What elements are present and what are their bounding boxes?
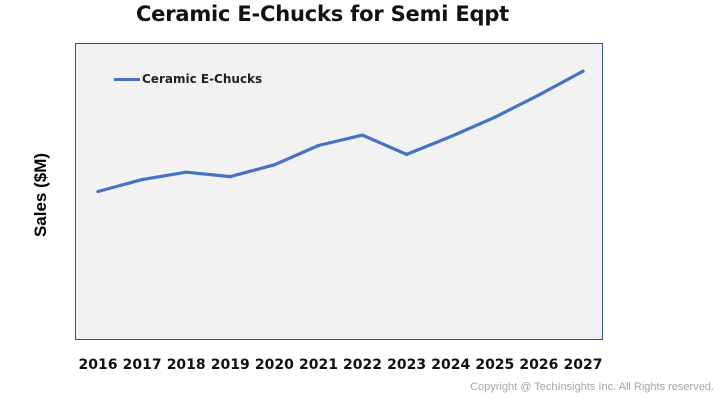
data-point-2027 xyxy=(581,69,585,73)
data-point-2024 xyxy=(449,134,453,139)
x-tick-label: 2025 xyxy=(475,357,514,373)
x-tick-label: 2024 xyxy=(431,357,470,373)
data-point-2017 xyxy=(140,178,144,182)
legend-swatch-ceramic-e-chucks xyxy=(114,77,140,81)
legend: Ceramic E-Chucks xyxy=(114,72,262,86)
x-tick-label: 2026 xyxy=(519,357,558,373)
series-line-0 xyxy=(96,69,585,194)
x-tick-label: 2020 xyxy=(255,357,294,373)
data-point-2022 xyxy=(360,133,365,137)
x-tick-label: 2016 xyxy=(79,357,118,373)
chart-title: Ceramic E-Chucks for Semi Eqpt xyxy=(135,2,510,26)
data-point-2026 xyxy=(537,93,541,97)
legend-label-ceramic-e-chucks: Ceramic E-Chucks xyxy=(142,72,263,86)
data-point-2021 xyxy=(316,143,321,148)
series-layer xyxy=(96,69,585,194)
x-tick-label: 2018 xyxy=(167,357,206,373)
data-point-2025 xyxy=(493,115,497,119)
x-tick-label: 2019 xyxy=(211,357,250,373)
x-tick-label: 2022 xyxy=(343,357,382,373)
data-point-2019 xyxy=(228,175,232,179)
data-point-2016 xyxy=(96,189,100,194)
x-tick-label: 2027 xyxy=(564,357,603,373)
x-tick-label: 2021 xyxy=(299,357,338,373)
x-tick-label: 2023 xyxy=(387,357,426,373)
plot-area xyxy=(75,43,603,340)
x-tick-labels: 2016 2017 2018 2019 2020 2021 2022 2023 2024 2025… xyxy=(79,357,603,373)
x-tick-label: 2017 xyxy=(123,357,162,373)
copyright-notice: Copyright @ TechInsights Inc. All Rights… xyxy=(470,381,714,393)
data-point-2020 xyxy=(272,163,276,167)
data-point-2023 xyxy=(405,152,409,156)
data-point-2018 xyxy=(184,170,188,174)
